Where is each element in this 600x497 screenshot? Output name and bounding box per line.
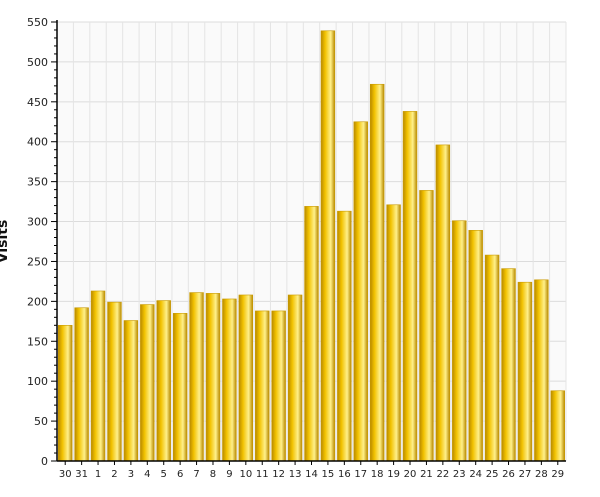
x-axis-ticks: 30 31 1 2 3 4 5 6 7 8 9 10 11 12 13 14 15 16 17 18 19 20 21 22 2… — [59, 469, 564, 480]
x-tick-label: 10 — [239, 469, 252, 480]
bar-30 — [58, 325, 73, 462]
bar-26 — [501, 268, 516, 462]
x-tick-label: 19 — [387, 469, 400, 480]
bar-22 — [435, 144, 451, 462]
bar-17 — [353, 121, 368, 462]
bar-31 — [74, 307, 89, 462]
y-tick-label: 350 — [27, 176, 48, 189]
x-tick-label: 6 — [177, 469, 183, 480]
x-tick-label: 20 — [404, 469, 417, 480]
y-tick-label: 100 — [27, 375, 48, 388]
x-tick-label: 14 — [305, 469, 318, 480]
bars — [58, 30, 565, 462]
y-tick-label: 0 — [41, 455, 48, 468]
bar-18 — [369, 83, 385, 462]
bar-19 — [386, 204, 401, 462]
x-tick-label: 8 — [210, 469, 216, 480]
x-tick-label: 30 — [59, 469, 72, 480]
bar-4 — [140, 304, 155, 462]
x-tick-label: 31 — [75, 469, 88, 480]
y-tick-label: 300 — [27, 216, 48, 229]
x-tick-label: 15 — [322, 469, 335, 480]
bar-11 — [255, 310, 270, 462]
y-tick-label: 500 — [27, 56, 48, 69]
bar-28 — [534, 279, 549, 462]
x-tick-label: 24 — [469, 469, 482, 480]
bar-14 — [304, 206, 319, 462]
bar-25 — [484, 254, 500, 462]
y-tick-label: 450 — [27, 96, 48, 109]
bar-24 — [468, 230, 483, 462]
y-tick-label: 50 — [34, 415, 48, 428]
y-tick-label: 250 — [27, 255, 48, 268]
bar-15 — [320, 30, 336, 462]
bar-1 — [90, 290, 106, 462]
bar-16 — [337, 210, 352, 462]
x-tick-label: 4 — [144, 469, 150, 480]
bar-5 — [156, 300, 171, 462]
bar-21 — [419, 190, 434, 462]
bar-7 — [189, 292, 204, 462]
bar-3 — [123, 320, 139, 462]
y-tick-label: 400 — [27, 136, 48, 149]
x-tick-label: 1 — [95, 469, 101, 480]
x-tick-label: 22 — [436, 469, 449, 480]
y-tick-label: 200 — [27, 295, 48, 308]
bar-23 — [452, 220, 467, 462]
x-tick-label: 28 — [535, 469, 548, 480]
bar-12 — [271, 310, 286, 462]
bar-27 — [517, 281, 533, 462]
bar-10 — [238, 294, 254, 462]
x-tick-label: 7 — [193, 469, 199, 480]
bar-20 — [402, 111, 418, 462]
bar-9 — [222, 298, 237, 462]
x-tick-label: 21 — [420, 469, 433, 480]
x-tick-label: 13 — [289, 469, 302, 480]
x-tick-label: 23 — [453, 469, 466, 480]
y-axis-ticks: 0 50 100 150 200 250 300 350 400 450 500 550 — [27, 16, 48, 468]
x-tick-label: 25 — [486, 469, 499, 480]
x-tick-label: 17 — [354, 469, 367, 480]
bar-2 — [107, 301, 122, 462]
x-tick-label: 9 — [226, 469, 232, 480]
bar-13 — [287, 294, 303, 462]
x-tick-label: 18 — [371, 469, 384, 480]
bar-29 — [550, 390, 565, 462]
x-tick-label: 29 — [551, 469, 564, 480]
y-tick-label: 150 — [27, 335, 48, 348]
x-tick-label: 16 — [338, 469, 351, 480]
bar-6 — [172, 313, 188, 462]
x-tick-label: 2 — [111, 469, 117, 480]
y-tick-label: 550 — [27, 16, 48, 29]
x-tick-label: 11 — [256, 469, 269, 480]
x-tick-label: 26 — [502, 469, 515, 480]
x-tick-label: 5 — [161, 469, 167, 480]
x-tick-label: 27 — [519, 469, 532, 480]
axes — [51, 20, 566, 465]
x-tick-label: 3 — [128, 469, 134, 480]
bar-8 — [205, 293, 221, 462]
x-tick-label: 12 — [272, 469, 285, 480]
y-axis-label: Visits — [0, 220, 11, 264]
